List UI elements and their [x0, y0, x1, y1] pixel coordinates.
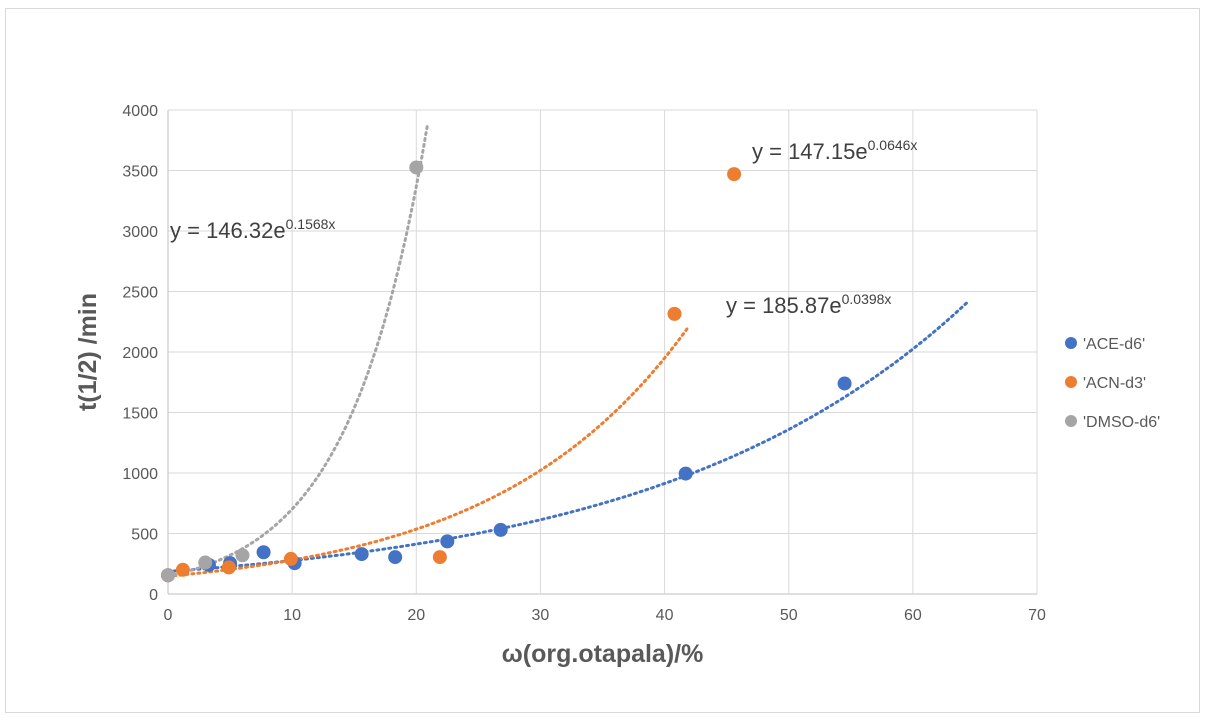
x-tick-label: 70: [1028, 607, 1046, 624]
y-tick-label: 3000: [122, 224, 158, 241]
legend-label: 'DMSO-d6': [1083, 414, 1160, 431]
legend-marker: [1065, 376, 1077, 388]
data-point: [440, 534, 455, 549]
data-point: [727, 167, 742, 182]
data-point: [283, 551, 298, 566]
tick-labels: 0 500 1000 1500 2000 2500 3000 3500 4000 0 10 20 30 4…: [122, 103, 1046, 624]
data-point: [175, 562, 190, 577]
trendline-equations: y = 185.87e0.0398x y = 147.15e0.0646x y = …: [170, 137, 917, 318]
chart-frame: [5, 8, 1200, 713]
data-point: [354, 547, 369, 562]
data-point: [221, 560, 236, 575]
y-tick-label: 2500: [122, 285, 158, 302]
trendlines: [168, 123, 971, 578]
trendline-equation: y = 146.32e0.1568x: [170, 216, 335, 243]
data-point: [388, 550, 403, 565]
x-tick-label: 30: [532, 607, 550, 624]
y-tick-label: 0: [149, 587, 158, 604]
y-axis-title: t(1/2) /min: [74, 293, 102, 411]
data-point: [432, 550, 447, 565]
y-tick-label: 500: [131, 527, 158, 544]
y-tick-label: 2000: [122, 345, 158, 362]
data-point: [198, 555, 213, 570]
trendline: [168, 123, 429, 578]
y-tick-label: 1000: [122, 466, 158, 483]
y-tick-label: 4000: [122, 103, 158, 120]
legend-label: 'ACE-d6': [1083, 336, 1145, 353]
data-point: [667, 306, 682, 321]
data-point: [256, 545, 271, 560]
x-tick-label: 10: [283, 607, 301, 624]
trendline: [168, 327, 689, 578]
data-point: [837, 376, 852, 391]
gridlines: [167, 109, 1038, 595]
data-point: [493, 522, 508, 537]
data-point: [161, 568, 175, 583]
x-tick-label: 0: [164, 607, 173, 624]
x-axis-title: ω(org.otapala)/%: [502, 640, 704, 668]
legend-marker: [1065, 337, 1077, 349]
data-points: [161, 160, 852, 583]
data-point: [235, 548, 250, 563]
y-tick-label: 3500: [122, 164, 158, 181]
legend-label: 'ACN-d3': [1083, 375, 1146, 392]
x-tick-label: 20: [407, 607, 425, 624]
x-tick-label: 40: [656, 607, 674, 624]
data-point: [678, 466, 693, 481]
x-tick-label: 60: [904, 607, 922, 624]
y-tick-label: 1500: [122, 406, 158, 423]
trendline-equation: y = 185.87e0.0398x: [726, 291, 891, 318]
trendline: [168, 299, 971, 573]
data-point: [409, 160, 424, 175]
legend-marker: [1065, 415, 1077, 427]
legend: 'ACE-d6' 'ACN-d3' 'DMSO-d6': [1065, 336, 1160, 431]
x-tick-label: 50: [780, 607, 798, 624]
trendline-equation: y = 147.15e0.0646x: [752, 137, 917, 164]
